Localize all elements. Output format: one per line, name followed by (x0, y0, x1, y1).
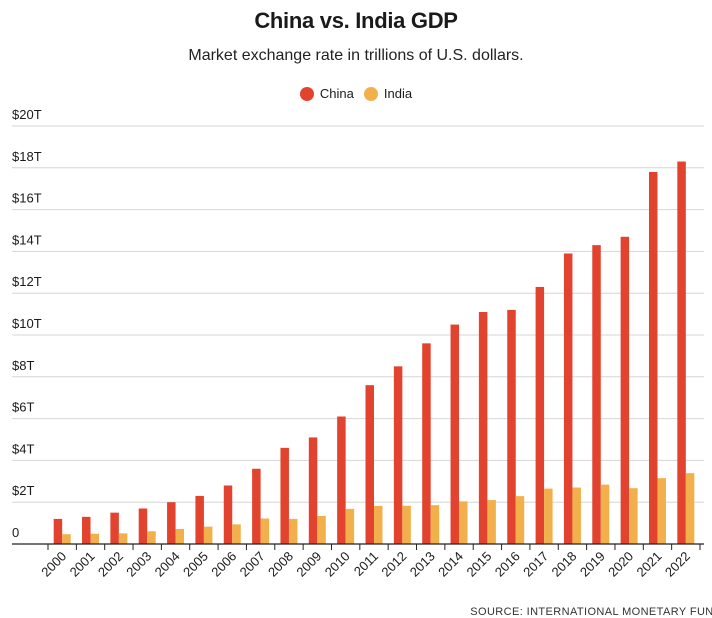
bar-india (629, 488, 638, 544)
bar-china (393, 366, 403, 544)
bar-china (53, 518, 63, 544)
bars (53, 161, 695, 545)
bar-india (487, 500, 496, 544)
legend-swatch-china (299, 86, 314, 101)
x-tick-label: 2014 (435, 549, 466, 580)
bar-india (572, 487, 581, 544)
bar-india (147, 531, 156, 544)
bar-india (203, 526, 213, 544)
bar-china (337, 416, 346, 544)
bar-india (430, 505, 440, 544)
legend-label-india: India (383, 86, 413, 101)
legend-item-china: China (299, 86, 354, 101)
x-tick-label: 2007 (237, 549, 268, 580)
chart-subtitle: Market exchange rate in trillions of U.S… (188, 47, 524, 64)
bar-china (167, 502, 176, 544)
bar-india (459, 501, 468, 544)
gridlines (12, 125, 704, 503)
y-axis-labels: 0 $2T $4T $6T $8T $10T $12T $14T $16T $18T $20T (12, 107, 42, 540)
bar-india (657, 478, 666, 544)
bar-india (374, 505, 383, 544)
bar-india (600, 484, 610, 544)
y-tick-label: $10T (12, 316, 42, 331)
x-tick-label: 2010 (322, 549, 353, 580)
chart-legend: China India (0, 86, 712, 101)
bar-india (685, 473, 695, 544)
y-tick-label: $4T (12, 441, 34, 456)
bar-china (138, 508, 148, 544)
bar-china (648, 171, 658, 545)
bar-china (450, 324, 460, 544)
x-tick-label: 2022 (662, 549, 693, 580)
x-tick-label: 2002 (95, 549, 126, 580)
bar-china (563, 253, 573, 545)
bar-china (478, 312, 488, 544)
x-tick-label: 2008 (265, 549, 296, 580)
y-tick-label: 0 (12, 525, 19, 540)
bar-india (317, 515, 326, 544)
x-tick-label: 2003 (123, 549, 154, 580)
bar-china (535, 286, 545, 544)
x-axis: 2000200120022003200420052006200720082009… (12, 543, 704, 580)
bar-india (402, 505, 411, 544)
y-tick-label: $8T (12, 358, 34, 373)
x-tick-label: 2018 (548, 549, 579, 580)
x-tick-label: 2021 (634, 549, 665, 580)
chart-title: China vs. India GDP (254, 8, 458, 33)
bar-china (82, 516, 91, 544)
x-tick-label: 2015 (463, 549, 494, 580)
x-tick-label: 2009 (293, 549, 324, 580)
y-tick-label: $16T (12, 191, 42, 206)
bar-china (223, 485, 233, 544)
x-tick-label: 2020 (605, 549, 636, 580)
x-tick-label: 2000 (38, 549, 69, 580)
x-tick-label: 2013 (407, 549, 438, 580)
bar-india (118, 533, 128, 544)
x-tick-label: 2005 (180, 549, 211, 580)
bar-india (288, 518, 298, 544)
x-tick-label: 2017 (520, 549, 551, 580)
y-tick-label: $14T (12, 232, 42, 247)
bar-india (544, 488, 553, 544)
bar-india (62, 534, 71, 544)
bar-india (232, 524, 241, 544)
bar-china (252, 468, 261, 544)
bar-india (515, 496, 525, 544)
bar-china (620, 236, 630, 544)
y-tick-label: $18T (12, 149, 42, 164)
bar-india (175, 528, 185, 544)
bar-china (110, 512, 119, 544)
y-tick-label: $6T (12, 400, 34, 415)
x-tick-label: 2012 (378, 549, 409, 580)
bar-china (507, 309, 516, 544)
x-tick-label: 2016 (492, 549, 523, 580)
bar-china (280, 447, 289, 544)
legend-label-china: China (319, 86, 354, 101)
y-tick-label: $12T (12, 274, 42, 289)
y-tick-label: $20T (12, 107, 42, 122)
x-tick-label: 2019 (577, 549, 608, 580)
legend-item-india: India (363, 86, 413, 101)
legend-swatch-india (363, 86, 378, 101)
x-tick-label: 2006 (208, 549, 239, 580)
x-tick-label: 2004 (152, 549, 183, 580)
bar-india (90, 533, 100, 544)
bar-china (592, 245, 601, 544)
bar-india (260, 518, 270, 544)
bar-china (677, 161, 686, 544)
bar-china (308, 437, 318, 544)
source-note: SOURCE: INTERNATIONAL MONETARY FUND (470, 606, 712, 618)
bar-china (422, 343, 431, 544)
bar-india (345, 508, 355, 544)
x-tick-label: 2001 (67, 549, 98, 580)
bar-china (195, 495, 204, 544)
x-tick-label: 2011 (351, 549, 381, 579)
bar-china (365, 385, 374, 544)
y-tick-label: $2T (12, 483, 34, 498)
